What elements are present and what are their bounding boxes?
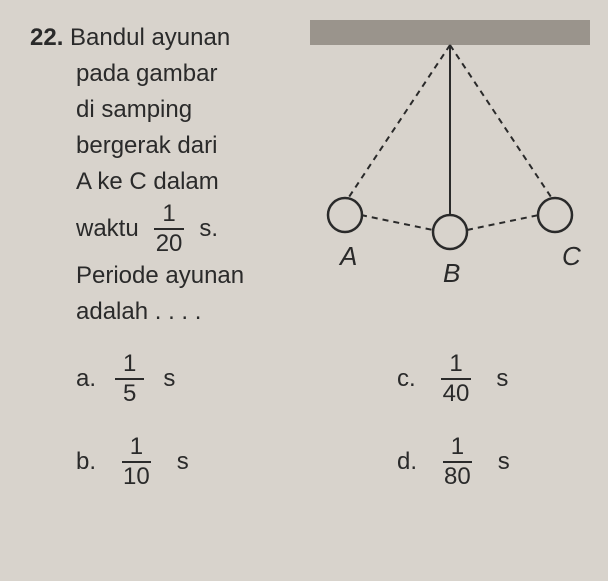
option-c-letter: c. xyxy=(397,365,416,393)
question-number: 22. xyxy=(30,24,63,51)
string-left xyxy=(345,45,450,203)
waktu-unit: s. xyxy=(199,215,218,243)
waktu-fraction: 1 20 xyxy=(148,200,191,258)
option-c-fraction: 1 40 xyxy=(435,350,478,408)
option-a-den: 5 xyxy=(115,380,144,408)
waktu-den: 20 xyxy=(148,230,191,258)
waktu-label: waktu xyxy=(76,215,139,243)
option-d-letter: d. xyxy=(397,448,417,476)
option-c-unit: s xyxy=(496,365,508,393)
question-line-after: Periode ayunan xyxy=(30,258,290,294)
option-d-den: 80 xyxy=(436,463,479,491)
option-a-unit: s xyxy=(163,365,175,393)
arc-right xyxy=(467,215,539,230)
string-right xyxy=(450,45,555,203)
bob-c xyxy=(538,198,572,232)
waktu-line: waktu 1 20 s. xyxy=(30,200,290,258)
question-line-4: A ke C dalam xyxy=(30,164,290,200)
option-a: a. 1 5 s xyxy=(76,350,257,408)
question-line-last: adalah . . . . xyxy=(30,294,290,330)
option-d-fraction: 1 80 xyxy=(436,433,479,491)
option-b-unit: s xyxy=(177,448,189,476)
question-line-1: pada gambar xyxy=(30,56,290,92)
option-c-num: 1 xyxy=(441,350,470,380)
arc-left xyxy=(361,215,433,230)
option-a-letter: a. xyxy=(76,365,96,393)
question-first-line: 22. Bandul ayunan xyxy=(30,20,290,56)
question-line-3: bergerak dari xyxy=(30,128,290,164)
option-b-den: 10 xyxy=(115,463,158,491)
option-c: c. 1 40 s xyxy=(397,350,578,408)
label-a: A xyxy=(338,241,357,271)
waktu-num: 1 xyxy=(154,200,183,230)
option-b-letter: b. xyxy=(76,448,96,476)
question-line-0: Bandul ayunan xyxy=(70,24,230,51)
option-a-num: 1 xyxy=(115,350,144,380)
question-line-2: di samping xyxy=(30,92,290,128)
label-c: C xyxy=(562,241,581,271)
bob-a xyxy=(328,198,362,232)
option-a-fraction: 1 5 xyxy=(115,350,144,408)
option-d: d. 1 80 s xyxy=(397,433,578,491)
option-d-num: 1 xyxy=(443,433,472,463)
ceiling-bar xyxy=(310,20,590,45)
options-grid: a. 1 5 s c. 1 40 s b. 1 10 s d. 1 80 s xyxy=(30,350,578,491)
option-b-num: 1 xyxy=(122,433,151,463)
bob-b xyxy=(433,215,467,249)
option-b: b. 1 10 s xyxy=(76,433,257,491)
label-b: B xyxy=(443,258,460,288)
option-b-fraction: 1 10 xyxy=(115,433,158,491)
pendulum-diagram: A B C xyxy=(310,20,590,300)
option-c-den: 40 xyxy=(435,380,478,408)
option-d-unit: s xyxy=(498,448,510,476)
